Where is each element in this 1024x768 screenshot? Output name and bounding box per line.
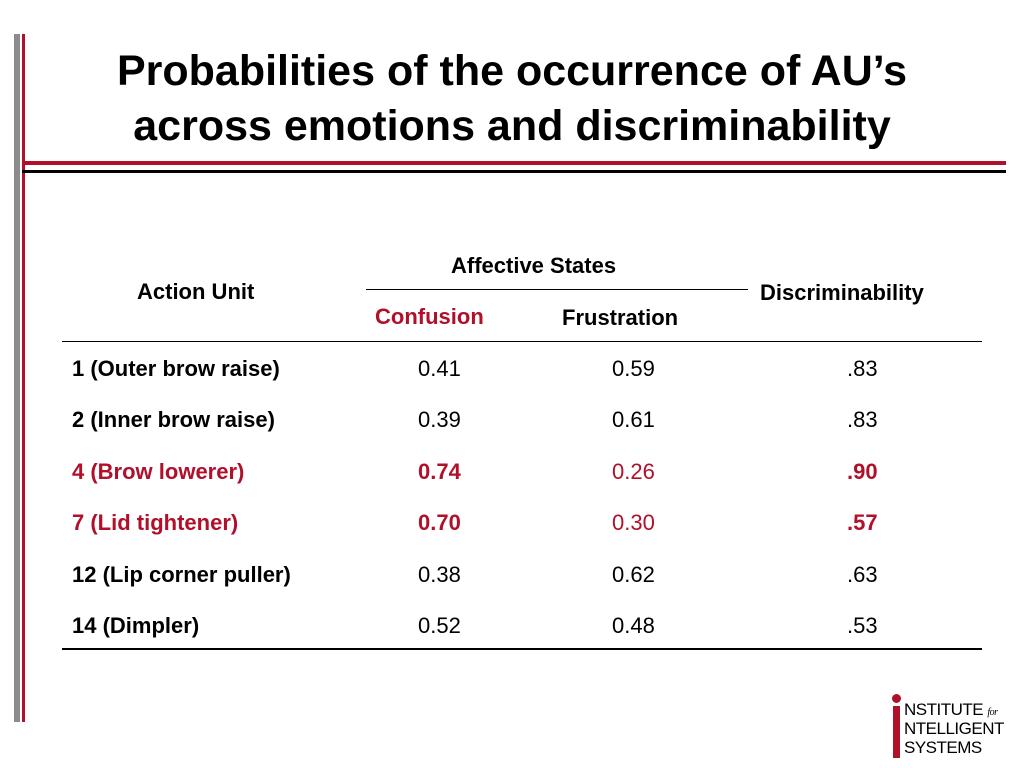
row-frustration-value: 0.61 — [612, 407, 655, 432]
header-affective-states: Affective States — [451, 253, 617, 278]
logo-red-stem — [893, 706, 900, 758]
row-confusion-value: 0.70 — [418, 510, 461, 535]
logo-line-1: INSTITUTE for — [904, 700, 998, 719]
row-frustration-value: 0.30 — [612, 510, 655, 535]
row-frustration-value: 0.26 — [612, 459, 655, 484]
affective-states-underline — [366, 289, 748, 290]
row-discriminability-value: .63 — [847, 562, 878, 587]
row-confusion-value: 0.39 — [418, 407, 461, 432]
institute-logo: INSTITUTE for NTELLIGENT SYSTEMS — [892, 692, 1014, 760]
left-red-bar — [22, 34, 25, 722]
row-confusion-value: 0.52 — [418, 613, 461, 638]
row-au-label: 2 (Inner brow raise) — [72, 407, 275, 432]
row-discriminability-value: .53 — [847, 613, 878, 638]
header-discriminability: Discriminability — [760, 280, 924, 305]
title-rule-black — [22, 170, 1006, 173]
row-discriminability-value: .90 — [847, 459, 878, 484]
logo-line-3: SYSTEMS — [904, 738, 982, 757]
row-discriminability-value: .83 — [847, 407, 878, 432]
row-au-label: 14 (Dimpler) — [72, 613, 200, 638]
row-frustration-value: 0.59 — [612, 356, 655, 381]
row-au-label: 4 (Brow lowerer) — [72, 459, 245, 484]
left-gray-bar — [14, 34, 20, 722]
title-line-1: Probabilities of the occurrence of AU’s — [116, 47, 908, 95]
header-action-unit: Action Unit — [137, 279, 255, 304]
title-rule-red — [22, 161, 1006, 165]
logo-line-2: NTELLIGENT — [904, 719, 1004, 738]
row-au-label: 12 (Lip corner puller) — [72, 562, 291, 587]
header-frustration: Frustration — [562, 305, 679, 330]
table-bottom-rule — [62, 648, 982, 650]
row-frustration-value: 0.62 — [612, 562, 655, 587]
row-confusion-value: 0.74 — [418, 459, 461, 484]
row-au-label: 7 (Lid tightener) — [72, 510, 239, 535]
header-bottom-rule — [62, 341, 982, 342]
row-confusion-value: 0.41 — [418, 356, 461, 381]
header-confusion: Confusion — [375, 304, 484, 329]
title-line-2: across emotions and discriminability — [133, 102, 891, 150]
slide-title: Probabilities of the occurrence of AU’s … — [40, 44, 984, 154]
row-frustration-value: 0.48 — [612, 613, 655, 638]
row-discriminability-value: .57 — [847, 510, 878, 535]
row-discriminability-value: .83 — [847, 356, 878, 381]
logo-dot-icon — [892, 694, 901, 703]
row-au-label: 1 (Outer brow raise) — [72, 356, 280, 381]
row-confusion-value: 0.38 — [418, 562, 461, 587]
